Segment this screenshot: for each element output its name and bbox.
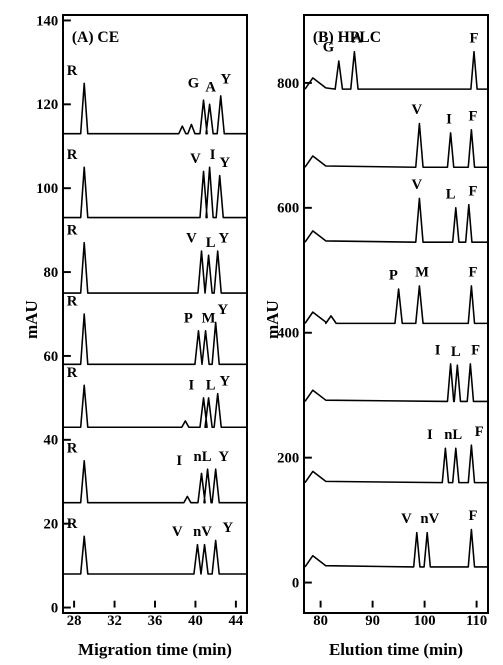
x-tick-label: 44 xyxy=(229,613,244,629)
peak-label: Y xyxy=(220,71,231,87)
peak-label: I xyxy=(427,427,433,443)
chromatogram-trace xyxy=(64,314,246,364)
chromatogram-trace xyxy=(64,385,246,427)
peak-label: nL xyxy=(194,449,212,465)
peak-label: V xyxy=(190,151,201,167)
chromatogram-trace xyxy=(305,286,487,323)
peak-label: L xyxy=(206,235,216,251)
peak-label: F xyxy=(471,343,480,359)
peak-label: R xyxy=(67,365,78,381)
peak-label: R xyxy=(67,440,78,456)
peak-label: V xyxy=(401,511,412,527)
peak-label: I xyxy=(189,377,195,393)
peak-label: P xyxy=(389,268,398,284)
peak-label: I xyxy=(210,147,216,163)
panel-title-A: (A) CE xyxy=(72,29,119,46)
y-tick-label: 20 xyxy=(43,517,58,533)
y-tick-label: 0 xyxy=(292,575,299,591)
x-tick-label: 90 xyxy=(365,613,380,629)
peak-label: F xyxy=(468,265,477,281)
peak-label: Y xyxy=(218,449,229,465)
chromatogram-trace xyxy=(64,536,246,574)
peak-label: A xyxy=(205,80,216,96)
peak-label: I xyxy=(446,112,452,128)
chromatogram-trace xyxy=(305,445,487,482)
peak-label: R xyxy=(67,222,78,238)
chromatogram-trace xyxy=(305,124,487,168)
peak-label: R xyxy=(67,147,78,163)
y-tick-label: 0 xyxy=(51,600,58,616)
panel-b-hplc: 80901001100200400600800(B) HPLCGAFVIFVLF… xyxy=(303,14,489,614)
x-tick-label: 110 xyxy=(466,613,487,629)
chromatogram-trace xyxy=(64,243,246,293)
chromatogram-trace xyxy=(305,52,487,89)
peak-label: F xyxy=(468,183,477,199)
y-tick-label: 100 xyxy=(36,181,58,197)
peak-label: L xyxy=(206,377,216,393)
y-tick-label: 40 xyxy=(43,433,58,449)
peak-label: V xyxy=(172,524,183,540)
panel-b-x-axis-title: Elution time (min) xyxy=(303,640,489,660)
panel-a-x-axis-title: Migration time (min) xyxy=(62,640,248,660)
peak-label: nV xyxy=(420,511,439,527)
y-tick-label: 60 xyxy=(43,349,58,365)
peak-label: nV xyxy=(193,524,212,540)
panel-a-svg: 2832364044020406080100120140(A) CERGAYRV… xyxy=(64,16,246,612)
y-tick-label: 140 xyxy=(36,13,58,29)
x-tick-label: 100 xyxy=(414,613,436,629)
chromatogram-trace xyxy=(64,167,246,217)
peak-label: A xyxy=(352,30,363,46)
peak-label: L xyxy=(446,186,456,202)
chromatogram-trace xyxy=(64,461,246,503)
peak-label: G xyxy=(188,76,199,92)
peak-label: Y xyxy=(223,520,234,536)
y-tick-label: 600 xyxy=(277,201,299,217)
peak-label: I xyxy=(435,343,441,359)
x-tick-label: 28 xyxy=(67,613,82,629)
peak-label: V xyxy=(412,102,423,118)
peak-label: M xyxy=(202,310,216,326)
peak-label: F xyxy=(470,30,479,46)
peak-label: Y xyxy=(219,155,230,171)
peak-label: V xyxy=(412,177,423,193)
y-tick-label: 800 xyxy=(277,76,299,92)
peak-label: G xyxy=(323,40,334,56)
x-tick-label: 40 xyxy=(188,613,203,629)
peak-label: V xyxy=(186,231,197,247)
chromatogram-trace xyxy=(305,364,487,401)
chromatogram-trace xyxy=(64,83,246,133)
peak-label: R xyxy=(67,294,78,310)
peak-label: M xyxy=(415,265,429,281)
peak-label: F xyxy=(475,424,484,440)
x-tick-label: 36 xyxy=(148,613,163,629)
figure-root: 2832364044020406080100120140(A) CERGAYRV… xyxy=(0,0,503,665)
chromatogram-trace xyxy=(305,198,487,242)
peak-label: F xyxy=(468,508,477,524)
peak-label: F xyxy=(468,108,477,124)
peak-label: R xyxy=(67,63,78,79)
peak-label: R xyxy=(67,516,78,532)
panel-b-svg: 80901001100200400600800(B) HPLCGAFVIFVLF… xyxy=(305,16,487,612)
peak-label: nL xyxy=(444,427,462,443)
peak-label: L xyxy=(451,344,461,360)
y-tick-label: 200 xyxy=(277,451,299,467)
x-tick-label: 32 xyxy=(107,613,122,629)
y-tick-label: 80 xyxy=(43,265,58,281)
peak-label: Y xyxy=(218,231,229,247)
x-tick-label: 80 xyxy=(313,613,328,629)
chromatogram-trace xyxy=(305,529,487,566)
panel-b-y-axis-title: mAU xyxy=(263,300,283,339)
peak-label: P xyxy=(184,310,193,326)
peak-label: Y xyxy=(217,302,228,318)
panel-a-y-axis-title: mAU xyxy=(22,300,42,339)
peak-label: Y xyxy=(219,373,230,389)
y-tick-label: 120 xyxy=(36,97,58,113)
panel-a-ce: 2832364044020406080100120140(A) CERGAYRV… xyxy=(62,14,248,614)
peak-label: I xyxy=(176,453,182,469)
